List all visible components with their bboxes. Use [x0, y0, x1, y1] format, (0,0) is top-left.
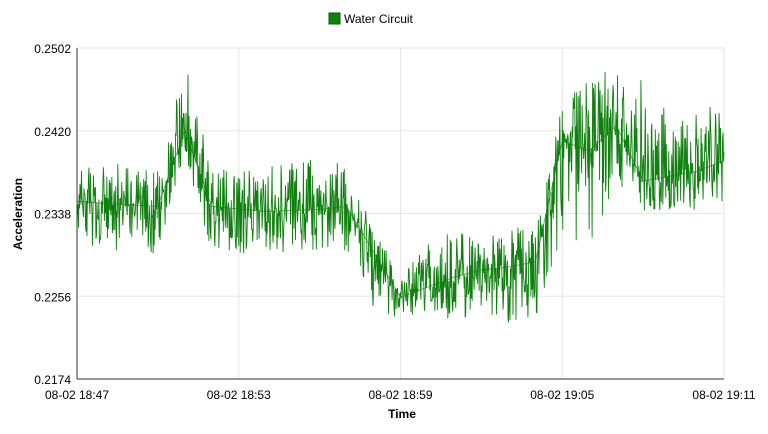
plot-area — [76, 71, 725, 323]
x-tick-label: 08-02 19:05 — [530, 388, 594, 402]
y-tick-label: 0.2256 — [34, 290, 71, 304]
y-tick-labels: 0.2174 0.2256 0.2338 0.2420 0.2502 — [34, 42, 71, 387]
legend-swatch — [328, 12, 341, 25]
grid-lines — [77, 47, 725, 379]
x-tick-label: 08-02 19:11 — [692, 388, 755, 402]
axes — [76, 48, 724, 380]
x-tick-label: 08-02 18:59 — [368, 388, 432, 402]
x-tick-label: 08-02 18:47 — [45, 388, 109, 402]
x-tick-labels: 08-02 18:47 08-02 18:53 08-02 18:59 08-02 1… — [45, 388, 756, 402]
x-tick-label: 08-02 18:53 — [207, 388, 271, 402]
legend-label: Water Circuit — [344, 12, 414, 26]
y-axis-title: Acceleration — [11, 178, 25, 250]
y-tick-label: 0.2338 — [34, 208, 71, 222]
y-tick-label: 0.2502 — [34, 42, 71, 56]
x-axis-title: Time — [388, 407, 416, 421]
legend[interactable]: Water Circuit — [328, 12, 414, 26]
y-tick-label: 0.2420 — [34, 125, 71, 139]
y-tick-label: 0.2174 — [34, 373, 71, 387]
series-trace-water-circuit — [76, 71, 725, 323]
